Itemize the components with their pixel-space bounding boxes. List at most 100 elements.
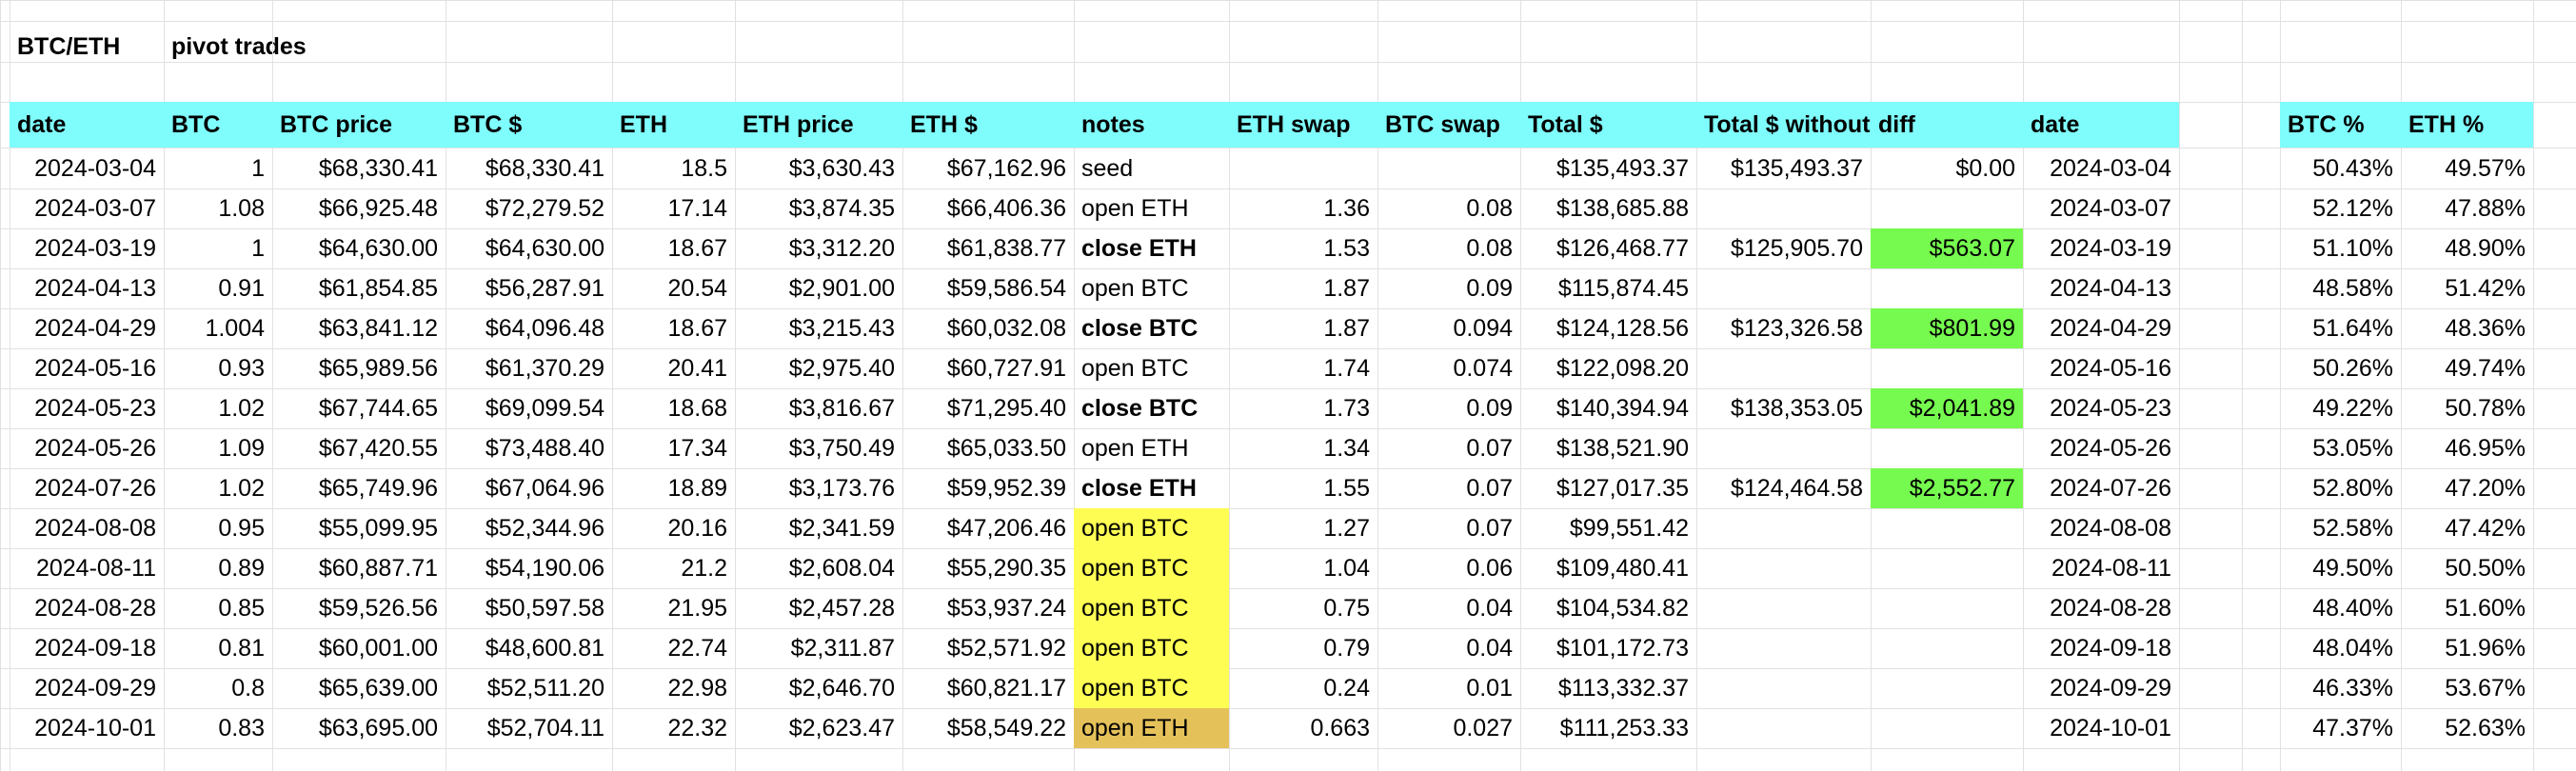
cell-eth-price[interactable]: $3,750.49 — [788, 435, 895, 462]
cell-date[interactable]: 2024-03-19 — [34, 235, 156, 262]
cell-btc-pct[interactable]: 48.40% — [2312, 595, 2393, 622]
cell-eth[interactable]: 22.32 — [667, 715, 727, 741]
cell-eth-usd[interactable]: $52,571.92 — [946, 635, 1066, 662]
cell-date2[interactable]: 2024-08-11 — [2051, 555, 2171, 582]
cell-diff[interactable] — [1871, 548, 2023, 588]
cell-eth-usd[interactable]: $55,290.35 — [946, 555, 1066, 582]
cell-diff[interactable] — [1871, 348, 2023, 388]
cell-notes[interactable]: open BTC — [1074, 548, 1229, 588]
cell-btc-pct[interactable]: 48.04% — [2312, 635, 2393, 662]
column-header-btc-pct[interactable]: BTC % — [2288, 111, 2365, 138]
cell-diff[interactable] — [1871, 628, 2023, 668]
cell-total-without[interactable] — [1696, 188, 1871, 228]
cell-date[interactable]: 2024-03-07 — [34, 195, 156, 222]
cell-notes[interactable]: open BTC — [1074, 588, 1229, 628]
cell-eth-price[interactable]: $3,312.20 — [788, 235, 895, 262]
cell-notes[interactable]: open BTC — [1074, 628, 1229, 668]
column-header-eth-usd[interactable]: ETH $ — [910, 111, 978, 138]
cell-eth-usd[interactable]: $58,549.22 — [946, 715, 1066, 741]
cell-date2[interactable]: 2024-07-26 — [2050, 475, 2171, 502]
cell-notes[interactable]: close ETH — [1081, 475, 1197, 502]
cell-eth[interactable]: 21.95 — [667, 595, 727, 622]
cell-date[interactable]: 2024-08-08 — [34, 515, 156, 542]
column-header-diff[interactable]: diff — [1878, 111, 1915, 138]
cell-btc-usd[interactable]: $52,511.20 — [486, 675, 604, 702]
cell-date[interactable]: 2024-08-11 — [35, 555, 156, 582]
cell-date[interactable]: 2024-09-18 — [34, 635, 156, 662]
cell-btc[interactable]: 1 — [251, 155, 265, 182]
cell-eth[interactable]: 18.5 — [681, 155, 727, 182]
cell-btc-price[interactable]: $55,099.95 — [318, 515, 438, 542]
cell-btc-pct[interactable]: 52.12% — [2312, 195, 2393, 222]
cell-btc-price[interactable]: $63,841.12 — [318, 315, 438, 342]
cell-btc-price[interactable]: $68,330.41 — [318, 155, 438, 182]
cell-btc-swap[interactable]: 0.08 — [1466, 235, 1513, 262]
cell-total[interactable]: $115,874.45 — [1557, 275, 1689, 302]
cell-date2[interactable]: 2024-03-07 — [2050, 195, 2171, 222]
cell-eth-pct[interactable]: 51.96% — [2445, 635, 2526, 662]
column-header-eth-swap[interactable]: ETH swap — [1237, 111, 1351, 138]
cell-eth-price[interactable]: $2,646.70 — [788, 675, 895, 702]
cell-total[interactable]: $111,253.33 — [1559, 715, 1689, 741]
column-header-eth[interactable]: ETH — [620, 111, 667, 138]
cell-eth-swap[interactable]: 0.79 — [1323, 635, 1370, 662]
cell-btc[interactable]: 1.02 — [218, 475, 265, 502]
cell-btc[interactable]: 1.02 — [218, 395, 265, 422]
cell-eth-pct[interactable]: 50.50% — [2445, 555, 2526, 582]
cell-btc-swap[interactable]: 0.08 — [1466, 195, 1513, 222]
cell-eth-swap[interactable]: 1.27 — [1323, 515, 1370, 542]
cell-date2[interactable]: 2024-08-08 — [2050, 515, 2171, 542]
cell-eth-pct[interactable]: 53.67% — [2445, 675, 2526, 702]
cell-eth-price[interactable]: $2,901.00 — [788, 275, 895, 302]
cell-eth-price[interactable]: $2,608.04 — [788, 555, 895, 582]
cell-btc[interactable]: 0.83 — [218, 715, 265, 741]
cell-eth-price[interactable]: $3,215.43 — [788, 315, 895, 342]
cell-total[interactable]: $104,534.82 — [1556, 595, 1689, 622]
cell-diff[interactable] — [1871, 708, 2023, 748]
cell-btc-swap[interactable]: 0.074 — [1453, 355, 1513, 382]
cell-total[interactable]: $122,098.20 — [1556, 355, 1689, 382]
cell-date[interactable]: 2024-04-13 — [34, 275, 156, 302]
cell-diff[interactable]: $801.99 — [1871, 308, 2023, 348]
cell-btc-swap[interactable]: 0.07 — [1466, 475, 1513, 502]
cell-btc[interactable]: 0.81 — [218, 635, 265, 662]
cell-btc-price[interactable]: $65,749.96 — [318, 475, 438, 502]
cell-total-without[interactable] — [1696, 708, 1871, 748]
cell-date[interactable]: 2024-05-26 — [34, 435, 156, 462]
cell-btc-price[interactable]: $67,420.55 — [318, 435, 438, 462]
cell-eth-pct[interactable]: 52.63% — [2445, 715, 2526, 741]
cell-date2[interactable]: 2024-05-16 — [2050, 355, 2171, 382]
cell-btc[interactable]: 0.89 — [218, 555, 265, 582]
cell-diff[interactable] — [1871, 268, 2023, 308]
cell-btc-swap[interactable]: 0.094 — [1453, 315, 1513, 342]
cell-total-without[interactable] — [1696, 588, 1871, 628]
cell-btc-price[interactable]: $61,854.85 — [318, 275, 438, 302]
cell-eth-swap[interactable]: 1.04 — [1323, 555, 1370, 582]
cell-eth-price[interactable]: $2,457.28 — [788, 595, 895, 622]
cell-btc-swap[interactable]: 0.07 — [1466, 515, 1513, 542]
column-header-btc-price[interactable]: BTC price — [280, 111, 393, 138]
cell-diff[interactable]: $2,041.89 — [1871, 388, 2023, 428]
cell-total-without[interactable] — [1696, 268, 1871, 308]
cell-eth-pct[interactable]: 50.78% — [2445, 395, 2526, 422]
cell-notes[interactable]: open ETH — [1074, 708, 1229, 748]
cell-eth-usd[interactable]: $53,937.24 — [946, 595, 1066, 622]
cell-notes[interactable]: open BTC — [1074, 508, 1229, 548]
cell-total[interactable]: $113,332.37 — [1557, 675, 1689, 702]
cell-eth-swap[interactable]: 1.34 — [1323, 435, 1370, 462]
cell-btc-swap[interactable]: 0.07 — [1466, 435, 1513, 462]
cell-btc-swap[interactable]: 0.04 — [1466, 595, 1513, 622]
cell-eth-price[interactable]: $2,341.59 — [788, 515, 895, 542]
cell-btc-pct[interactable]: 50.26% — [2312, 355, 2393, 382]
cell-eth-price[interactable]: $3,173.76 — [788, 475, 895, 502]
cell-btc-usd[interactable]: $64,630.00 — [485, 235, 604, 262]
cell-btc[interactable]: 0.8 — [231, 675, 265, 702]
cell-btc-swap[interactable]: 0.04 — [1466, 635, 1513, 662]
cell-total-without[interactable] — [1696, 628, 1871, 668]
cell-btc-price[interactable]: $66,925.48 — [318, 195, 438, 222]
cell-date2[interactable]: 2024-09-18 — [2050, 635, 2171, 662]
cell-date2[interactable]: 2024-03-04 — [2050, 155, 2171, 182]
cell-notes[interactable]: open BTC — [1074, 668, 1229, 708]
cell-btc[interactable]: 1 — [251, 235, 265, 262]
cell-total[interactable]: $135,493.37 — [1556, 155, 1689, 182]
